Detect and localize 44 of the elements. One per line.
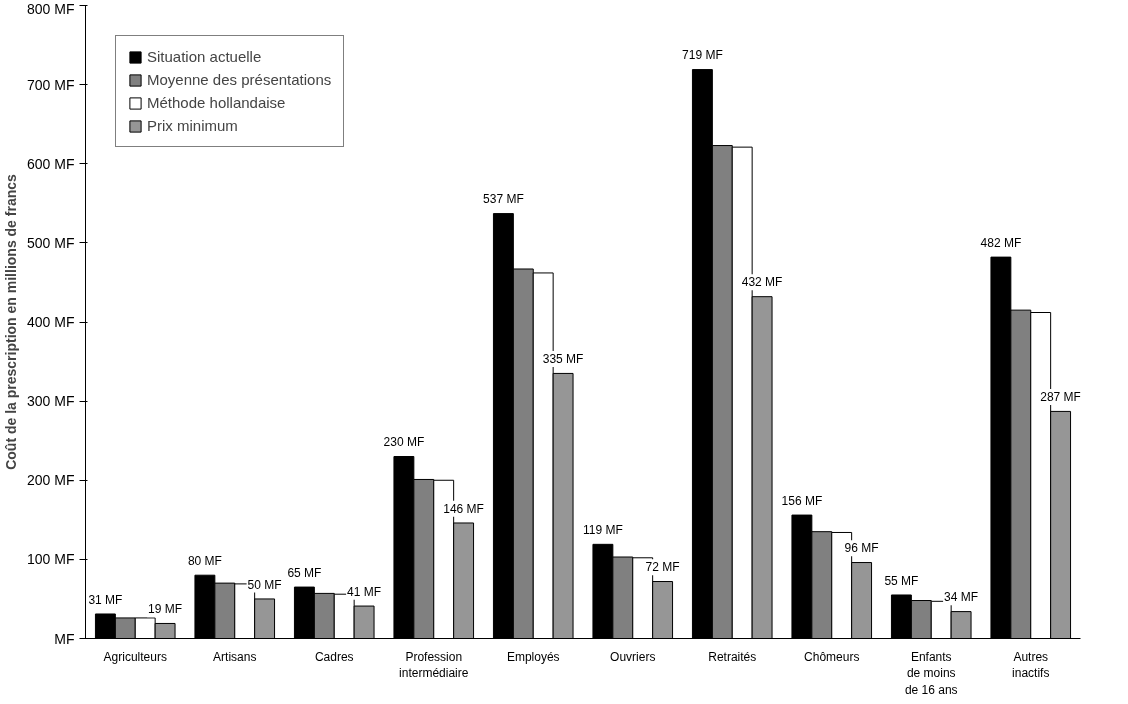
data-label: 287 MF — [1040, 390, 1081, 405]
legend-label: Méthode hollandaise — [147, 94, 286, 111]
data-label: 537 MF — [483, 192, 524, 207]
x-tick-label: Chômeurs — [804, 649, 860, 664]
data-label: 146 MF — [443, 501, 484, 516]
x-tick-label: Profession intermédiaire — [399, 649, 469, 681]
legend-label: Situation actuelle — [147, 48, 262, 65]
y-tick-label: 200 MF — [27, 472, 75, 489]
y-axis-title: Coût de la prescription en millions de francs — [3, 173, 20, 470]
data-label: 335 MF — [542, 352, 584, 367]
data-label: 72 MF — [645, 560, 680, 575]
data-label: 156 MF — [781, 493, 823, 508]
data-label: 482 MF — [980, 235, 1022, 250]
y-tick-label: 400 MF — [27, 314, 75, 330]
y-tick-label: 700 MF — [27, 76, 75, 93]
data-label: 41 MF — [347, 584, 382, 599]
x-tick-label: Employés — [506, 649, 560, 664]
x-tick-label: Agriculteurs — [103, 649, 167, 664]
data-label: 19 MF — [148, 602, 183, 617]
data-label: 50 MF — [247, 577, 282, 592]
y-tick-label: 600 MF — [27, 155, 75, 172]
x-tick-label: Autres inactifs — [1012, 649, 1050, 681]
data-label: 119 MF — [583, 523, 623, 538]
data-label: 65 MF — [287, 565, 322, 580]
data-label: 80 MF — [187, 553, 222, 568]
x-tick-label: Cadres — [314, 649, 354, 664]
x-tick-label: Ouvriers — [610, 649, 656, 664]
data-label: 34 MF — [944, 590, 979, 605]
data-label: 230 MF — [383, 435, 425, 450]
y-tick-label: 300 MF — [27, 393, 75, 410]
legend-label: Prix minimum — [147, 117, 238, 134]
y-tick-label: 800 MF — [27, 0, 75, 17]
x-tick-label: Enfants de moins de 16 ans — [904, 649, 958, 698]
data-label: 96 MF — [844, 541, 879, 556]
data-label: 719 MF — [682, 48, 723, 63]
y-tick-label: MF — [54, 630, 75, 647]
x-tick-label: Artisans — [213, 649, 257, 664]
data-label: 31 MF — [88, 592, 123, 607]
y-tick-label: 500 MF — [27, 234, 75, 251]
y-tick-label: 100 MF — [27, 551, 75, 568]
legend-label: Moyenne des présentations — [147, 71, 332, 88]
data-label: 55 MF — [884, 573, 919, 588]
x-tick-label: Retraités — [708, 649, 757, 664]
data-label: 432 MF — [741, 275, 783, 290]
